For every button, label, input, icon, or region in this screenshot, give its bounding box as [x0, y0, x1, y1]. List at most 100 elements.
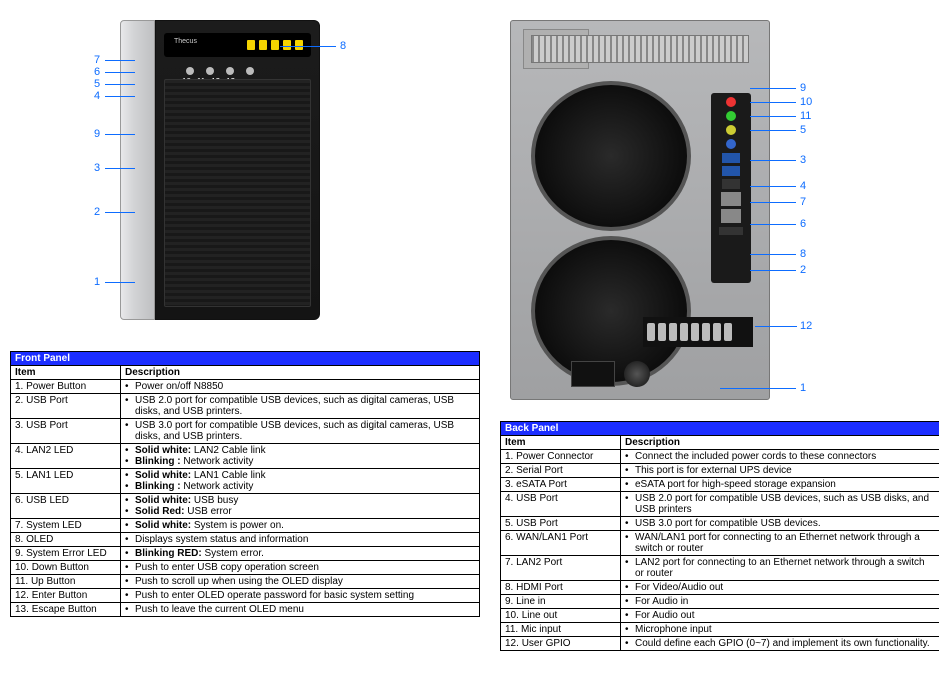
audio-jack-out-icon [726, 111, 736, 121]
table-row: 12. User GPIOCould define each GPIO (0~7… [501, 637, 939, 651]
item-cell: 12. User GPIO [501, 637, 621, 651]
table-row: 4. LAN2 LEDSolid white: LAN2 Cable linkB… [11, 444, 480, 469]
bcallout-4: 4 [800, 180, 806, 192]
power-supply-area [571, 361, 721, 391]
desc-cell: USB 2.0 port for compatible USB devices,… [621, 492, 939, 517]
usb3-port-icon [722, 153, 740, 163]
desc-cell: USB 2.0 port for compatible USB devices,… [121, 394, 480, 419]
rear-io-panel [711, 93, 751, 283]
table-row: 4. USB PortUSB 2.0 port for compatible U… [501, 492, 939, 517]
desc-cell: For Video/Audio out [621, 581, 939, 595]
desc-cell: Solid white: LAN1 Cable linkBlinking : N… [121, 469, 480, 494]
back-column: 9 10 11 5 3 4 7 6 8 2 12 1 Back P [500, 10, 939, 651]
callout-1: 1 [94, 276, 100, 288]
item-cell: 3. eSATA Port [501, 478, 621, 492]
callout-3: 3 [94, 162, 100, 174]
oled-button-row [186, 67, 254, 75]
item-cell: 7. LAN2 Port [501, 556, 621, 581]
ethernet-port-icon [721, 209, 741, 223]
item-cell: 6. WAN/LAN1 Port [501, 531, 621, 556]
bcallout-5: 5 [800, 124, 806, 136]
desc-cell: Displays system status and information [121, 533, 480, 547]
table-row: 7. System LEDSolid white: System is powe… [11, 519, 480, 533]
item-cell: 13. Escape Button [11, 603, 121, 617]
table-row: 6. USB LEDSolid white: USB busySolid Red… [11, 494, 480, 519]
bcallout-3: 3 [800, 154, 806, 166]
desc-cell: eSATA port for high-speed storage expans… [621, 478, 939, 492]
callout-8: 8 [340, 40, 346, 52]
item-cell: 9. System Error LED [11, 547, 121, 561]
desc-cell: Push to leave the current OLED menu [121, 603, 480, 617]
table-row: 8. HDMI PortFor Video/Audio out [501, 581, 939, 595]
table-row: 1. Power ButtonPower on/off N8850 [11, 380, 480, 394]
status-led-array [247, 40, 303, 50]
table-row: 11. Up ButtonPush to scroll up when usin… [11, 575, 480, 589]
front-col-item: Item [11, 366, 121, 380]
item-cell: 5. LAN1 LED [11, 469, 121, 494]
table-row: 9. Line inFor Audio in [501, 595, 939, 609]
item-cell: 4. LAN2 LED [11, 444, 121, 469]
usb3-port-icon [722, 166, 740, 176]
table-row: 9. System Error LEDBlinking RED: System … [11, 547, 480, 561]
front-table-title: Front Panel [11, 352, 480, 366]
back-col-desc: Description [621, 436, 939, 450]
bcallout-6: 6 [800, 218, 806, 230]
bcallout-10: 10 [800, 96, 812, 108]
item-cell: 10. Line out [501, 609, 621, 623]
item-cell: 7. System LED [11, 519, 121, 533]
bcallout-8: 8 [800, 248, 806, 260]
back-panel-table: Back Panel Item Description 1. Power Con… [500, 421, 939, 651]
desc-cell: Push to enter OLED operate password for … [121, 589, 480, 603]
back-table-title: Back Panel [501, 422, 939, 436]
gpio-terminal-block [643, 317, 753, 347]
front-col-desc: Description [121, 366, 480, 380]
table-row: 3. eSATA PorteSATA port for high-speed s… [501, 478, 939, 492]
table-row: 1. Power ConnectorConnect the included p… [501, 450, 939, 464]
desc-cell: USB 3.0 port for compatible USB devices. [621, 517, 939, 531]
ethernet-port-icon [721, 192, 741, 206]
bcallout-7: 7 [800, 196, 806, 208]
callout-7: 7 [94, 54, 100, 66]
front-panel-diagram: Thecus 10 11 12 13 [10, 10, 480, 345]
table-row: 2. USB PortUSB 2.0 port for compatible U… [11, 394, 480, 419]
bcallout-2: 2 [800, 264, 806, 276]
desc-cell: This port is for external UPS device [621, 464, 939, 478]
item-cell: 2. Serial Port [501, 464, 621, 478]
nas-front-view: Thecus 10 11 12 13 [120, 20, 320, 320]
cooling-fan-upper [531, 81, 691, 231]
item-cell: 1. Power Button [11, 380, 121, 394]
table-row: 6. WAN/LAN1 PortWAN/LAN1 port for connec… [501, 531, 939, 556]
bcallout-1: 1 [800, 382, 806, 394]
table-row: 10. Line outFor Audio out [501, 609, 939, 623]
table-row: 3. USB PortUSB 3.0 port for compatible U… [11, 419, 480, 444]
desc-cell: Solid white: LAN2 Cable linkBlinking : N… [121, 444, 480, 469]
desc-cell: For Audio in [621, 595, 939, 609]
callout-5: 5 [94, 78, 100, 90]
item-cell: 5. USB Port [501, 517, 621, 531]
table-row: 11. Mic inputMicrophone input [501, 623, 939, 637]
desc-cell: Solid white: System is power on. [121, 519, 480, 533]
item-cell: 4. USB Port [501, 492, 621, 517]
back-col-item: Item [501, 436, 621, 450]
desc-cell: Push to scroll up when using the OLED di… [121, 575, 480, 589]
usb2-port-icon [722, 179, 740, 189]
item-cell: 11. Mic input [501, 623, 621, 637]
top-vent-grille [531, 35, 749, 63]
desc-cell: For Audio out [621, 609, 939, 623]
item-cell: 12. Enter Button [11, 589, 121, 603]
table-row: 13. Escape ButtonPush to leave the curre… [11, 603, 480, 617]
desc-cell: Could define each GPIO (0~7) and impleme… [621, 637, 939, 651]
table-row: 5. USB PortUSB 3.0 port for compatible U… [501, 517, 939, 531]
table-row: 7. LAN2 PortLAN2 port for connecting to … [501, 556, 939, 581]
back-table-body: 1. Power ConnectorConnect the included p… [501, 450, 939, 651]
brand-label: Thecus [174, 38, 197, 45]
item-cell: 8. OLED [11, 533, 121, 547]
desc-cell: WAN/LAN1 port for connecting to an Ether… [621, 531, 939, 556]
callout-4: 4 [94, 90, 100, 102]
front-column: Thecus 10 11 12 13 [10, 10, 480, 617]
item-cell: 10. Down Button [11, 561, 121, 575]
page-root: Thecus 10 11 12 13 [10, 10, 929, 651]
item-cell: 1. Power Connector [501, 450, 621, 464]
desc-cell: Microphone input [621, 623, 939, 637]
item-cell: 11. Up Button [11, 575, 121, 589]
